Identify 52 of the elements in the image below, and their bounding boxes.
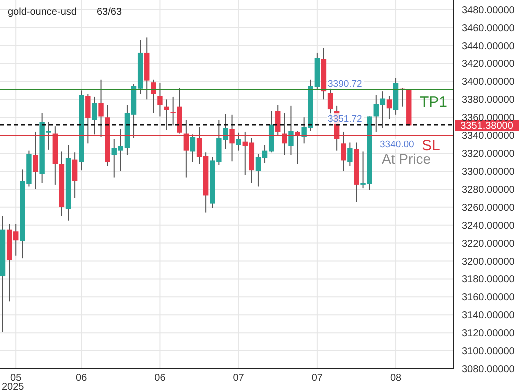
candlestick [348, 142, 353, 167]
x-tick-label: 07 [312, 373, 324, 384]
candlestick [158, 82, 163, 118]
y-tick-label: 3200.00000 [462, 256, 516, 268]
y-tick-label: 3100.00000 [462, 346, 516, 358]
y-tick-label: 3400.00000 [462, 77, 516, 88]
candlestick [151, 79, 156, 114]
x-tick-label: 06 [154, 373, 166, 384]
y-tick-label: 3280.00000 [462, 184, 516, 196]
x-tick-label: 06 [76, 373, 88, 384]
candlestick [282, 112, 288, 156]
y-tick-label: 3080.00000 [462, 364, 516, 376]
candlestick [184, 120, 190, 178]
y-tick-label: 3420.00000 [462, 59, 516, 70]
y-tick-label: 3320.00000 [462, 149, 516, 160]
y-tick-label: 3180.00000 [462, 274, 516, 286]
x-tick-label: 08 [390, 373, 402, 384]
candlestick [386, 96, 392, 120]
y-tick-label: 3220.00000 [462, 238, 516, 250]
candlestick [33, 131, 38, 190]
candlestick [236, 132, 242, 152]
text: gold-ounce-usd [8, 7, 77, 18]
y-tick-label: 3480.00000 [462, 5, 516, 16]
annotation: 3390.72 [328, 79, 362, 90]
candlestick [92, 96, 98, 136]
text: 2025 [2, 382, 25, 390]
y-tick-label: 3340.00000 [462, 131, 516, 142]
candlestick [288, 105, 294, 156]
x-tick-label: 05 [10, 373, 22, 384]
y-tick-label: 3120.00000 [462, 328, 516, 340]
text: 3351.38000 [460, 121, 514, 132]
y-tick-label: 3380.00000 [462, 95, 516, 106]
annotation: 3351.72 [328, 114, 362, 126]
ref-line-label: TP1 [420, 94, 448, 112]
annotation: 3340.00 [380, 140, 414, 151]
candlestick [86, 94, 91, 144]
text: 63/63 [97, 7, 122, 18]
y-tick-label: 3300.00000 [462, 166, 516, 178]
candlestick [276, 104, 281, 137]
y-tick-label: 3460.00000 [462, 23, 516, 34]
candlestick [230, 114, 235, 162]
y-tick-label: 3140.00000 [462, 310, 516, 322]
candlestick [190, 134, 196, 164]
candlestick [164, 99, 170, 131]
candlestick [341, 131, 346, 172]
y-tick-label: 3260.00000 [462, 202, 516, 214]
y-tick-label: 3440.00000 [462, 41, 516, 52]
candlestick [72, 152, 78, 199]
x-tick-label: 07 [233, 373, 245, 384]
y-tick-label: 3160.00000 [462, 292, 516, 304]
candlestick [98, 79, 104, 138]
y-tick-label: 3240.00000 [462, 220, 516, 232]
